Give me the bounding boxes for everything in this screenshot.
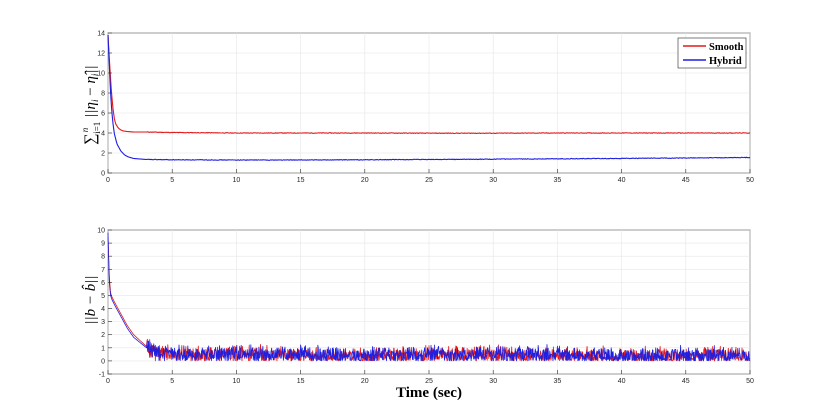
svg-text:∑ni=1||ηi − η̂i||: ∑n i=1||ηi − η̂i||: [80, 65, 102, 144]
top-plot: 0 5 10 15 20 25 30 35 40 45 50 0 2 4 6 8 10 12 14 ∑n i=1||η…: [80, 31, 754, 185]
bottom-y-tick-label: 3: [101, 319, 105, 326]
bottom-y-tick-label: 5: [101, 293, 105, 300]
bottom-x-tick-label: 30: [489, 378, 497, 385]
bottom-x-tick-label: 25: [425, 378, 433, 385]
legend-box: [677, 37, 747, 69]
top-y-tick-label: 6: [101, 111, 105, 118]
bottom-x-tick-label: 0: [106, 378, 110, 385]
top-x-tick-label: 25: [425, 177, 433, 184]
top-x-tick-label: 20: [361, 177, 369, 184]
bottom-y-tick-label: 10: [97, 228, 105, 235]
bottom-y-tick-label: 1: [101, 345, 105, 352]
bottom-x-tick-label: 50: [746, 378, 754, 385]
legend-smooth-label: Smooth: [709, 42, 744, 53]
bottom-x-tick-label: 20: [361, 378, 369, 385]
bottom-y-tick-label: 7: [101, 267, 105, 274]
top-x-tick-label: 45: [682, 177, 690, 184]
bottom-x-tick-label: 15: [297, 378, 305, 385]
top-y-tick-label: 0: [101, 171, 105, 178]
bottom-y-tick-label: 4: [101, 306, 105, 313]
top-grid: [107, 32, 751, 174]
top-series: [107, 34, 751, 161]
top-x-tick-label: 0: [106, 177, 110, 184]
bottom-y-tick-label: -1: [99, 372, 105, 379]
x-axis-label: Time (sec): [396, 385, 462, 401]
top-x-tick-label: 40: [618, 177, 626, 184]
top-x-tick-label: 15: [297, 177, 305, 184]
legend: Smooth Hybrid: [677, 37, 747, 69]
bottom-y-tick-label: 2: [101, 332, 105, 339]
top-y-tick-label: 12: [97, 51, 105, 58]
top-y-tick-label: 10: [97, 71, 105, 78]
svg-text:||b − b̂||: ||b − b̂||: [82, 275, 99, 324]
top-y-tick-label: 2: [101, 151, 105, 158]
bottom-y-tick-label: 9: [101, 241, 105, 248]
bottom-y-tick-label: 0: [101, 358, 105, 365]
top-x-tick-label: 30: [489, 177, 497, 184]
top-y-tick-label: 14: [97, 31, 105, 38]
bottom-x-tick-label: 40: [618, 378, 626, 385]
bottom-x-tick-label: 5: [170, 378, 174, 385]
top-x-tick-label: 35: [554, 177, 562, 184]
top-x-tick-label: 10: [233, 177, 241, 184]
bottom-y-tick-label: 6: [101, 280, 105, 287]
bottom-x-tick-label: 10: [233, 378, 241, 385]
top-series-hybrid-line: [107, 34, 751, 161]
bottom-x-tick-label: 35: [554, 378, 562, 385]
bottom-series-hybrid-line: [107, 232, 751, 362]
top-x-tick-label: 50: [746, 177, 754, 184]
bottom-y-tick-label: 8: [101, 254, 105, 261]
legend-hybrid-label: Hybrid: [709, 56, 742, 67]
top-y-tick-label: 4: [101, 131, 105, 138]
bottom-grid: [107, 229, 751, 375]
bottom-y-axis-label: ||b − b̂||: [82, 275, 99, 324]
top-series-smooth-line: [107, 34, 751, 135]
bottom-x-tick-label: 45: [682, 378, 690, 385]
top-x-tick-label: 5: [170, 177, 174, 184]
top-y-tick-label: 8: [101, 91, 105, 98]
bottom-series: [107, 232, 751, 362]
top-y-axis-label: ∑n i=1||ηi − η̂i||: [80, 65, 102, 144]
top-ticks: 0 5 10 15 20 25 30 35 40 45 50 0 2 4 6 8 10 12 14: [97, 31, 754, 185]
